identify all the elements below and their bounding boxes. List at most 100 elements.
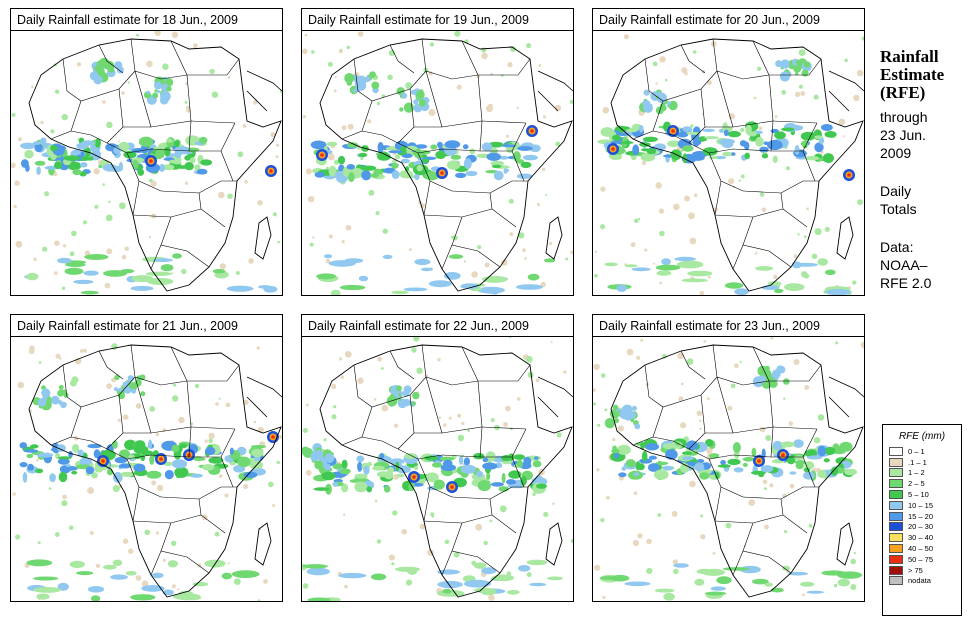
rain-patch — [801, 69, 809, 77]
rain-speckle — [227, 76, 231, 79]
panel-title: Daily Rainfall estimate for 22 Jun., 200… — [302, 315, 573, 337]
rain-band-cell — [155, 148, 165, 158]
rain-speckle — [53, 271, 58, 276]
rain-speckle — [499, 505, 507, 513]
rain-band-cell — [617, 132, 629, 136]
side-description: Rainfall Estimate (RFE) through 23 Jun. … — [880, 48, 964, 292]
rain-speckle — [565, 257, 569, 261]
rain-band-cell — [824, 446, 836, 456]
ocean-rain-streak — [391, 290, 409, 295]
daily-totals-text: Daily Totals — [880, 182, 964, 218]
rain-band-cell — [817, 445, 826, 457]
rain-band-cell — [35, 468, 44, 474]
rain-speckle — [606, 495, 610, 500]
africa-coastline — [610, 38, 864, 292]
legend-swatch — [889, 544, 903, 554]
ocean-rain-streak — [764, 582, 773, 587]
rain-speckle — [467, 429, 470, 432]
rain-speckle — [55, 353, 61, 359]
rain-speckle — [11, 162, 16, 168]
rain-band-cell — [747, 131, 757, 137]
rain-speckle — [227, 193, 233, 199]
ocean-rain-streak — [681, 278, 708, 283]
legend-item: 40 – 50 — [889, 543, 961, 554]
rain-speckle — [151, 480, 157, 486]
rain-speckle — [813, 94, 819, 100]
rain-band-cell — [516, 173, 533, 179]
rain-band-cell — [171, 444, 180, 453]
ocean-rain-streak — [654, 588, 675, 593]
side-title-line: Rainfall — [880, 47, 939, 66]
rain-speckle — [327, 153, 335, 161]
rain-band-cell — [760, 465, 774, 473]
rain-speckle — [185, 82, 188, 85]
rain-patch — [657, 91, 662, 95]
rain-band-cell — [416, 164, 423, 172]
legend-item: 5 – 10 — [889, 489, 961, 500]
rain-speckle — [630, 242, 636, 248]
rain-band-cell — [761, 153, 769, 159]
storm-core-inner — [671, 129, 675, 133]
legend-item: .1 – 1 — [889, 457, 961, 468]
rain-patch — [614, 418, 620, 423]
ocean-rain-streak — [473, 562, 487, 569]
rain-speckle — [345, 224, 352, 231]
rain-band-cell — [30, 444, 39, 449]
rain-band-cell — [107, 468, 114, 476]
legend-swatch — [889, 479, 903, 489]
rain-speckle — [814, 228, 822, 236]
ocean-rain-streak — [226, 285, 254, 292]
rain-patch — [364, 76, 371, 83]
ocean-rain-streak — [403, 287, 428, 292]
rain-speckle — [276, 143, 280, 147]
rain-speckle — [842, 135, 845, 138]
rain-band-cell — [77, 449, 84, 458]
rain-speckle — [381, 367, 384, 370]
rain-speckle — [430, 512, 435, 517]
rain-band-cell — [763, 141, 769, 145]
rain-speckle — [411, 347, 417, 353]
rain-band-cell — [824, 131, 837, 138]
rain-band-cell — [465, 170, 478, 177]
rain-speckle — [626, 348, 634, 356]
rain-band-cell — [63, 155, 80, 161]
country-border — [802, 150, 816, 182]
rain-speckle — [765, 435, 772, 441]
rain-speckle — [477, 245, 482, 250]
rain-patch — [630, 418, 635, 423]
rain-speckle — [106, 383, 112, 389]
rain-band-cell — [455, 172, 467, 179]
rain-band-cell — [702, 147, 718, 156]
rain-patch — [50, 395, 60, 405]
data-line: NOAA– — [880, 257, 928, 273]
rain-band-cell — [804, 449, 818, 458]
rain-speckle — [162, 63, 169, 70]
madagascar-coastline — [836, 522, 854, 566]
rain-band-cell — [113, 146, 121, 155]
rain-speckle — [105, 214, 113, 222]
rain-speckle — [803, 273, 810, 279]
ocean-rain-streak — [800, 581, 815, 587]
rain-band-cell — [702, 128, 715, 132]
legend-item: 20 – 30 — [889, 522, 961, 533]
country-border — [478, 364, 531, 382]
rain-band-cell — [794, 144, 800, 155]
rain-band-cell — [517, 146, 533, 151]
rain-speckle — [838, 118, 846, 126]
rain-speckle — [501, 259, 508, 266]
rain-band-cell — [823, 458, 830, 463]
rain-speckle — [680, 422, 687, 429]
rain-speckle — [852, 280, 857, 285]
ocean-rain-streak — [370, 573, 387, 581]
rain-band-cell — [462, 144, 469, 150]
country-border — [132, 486, 202, 524]
legend-item: 10 – 15 — [889, 500, 961, 511]
country-border — [742, 216, 792, 268]
rain-speckle — [552, 502, 555, 505]
rain-speckle — [524, 257, 527, 260]
rain-speckle — [597, 423, 601, 427]
country-border — [461, 40, 483, 122]
rain-band-cell — [313, 487, 330, 491]
rain-band-cell — [405, 145, 418, 151]
rain-speckle — [808, 523, 813, 528]
